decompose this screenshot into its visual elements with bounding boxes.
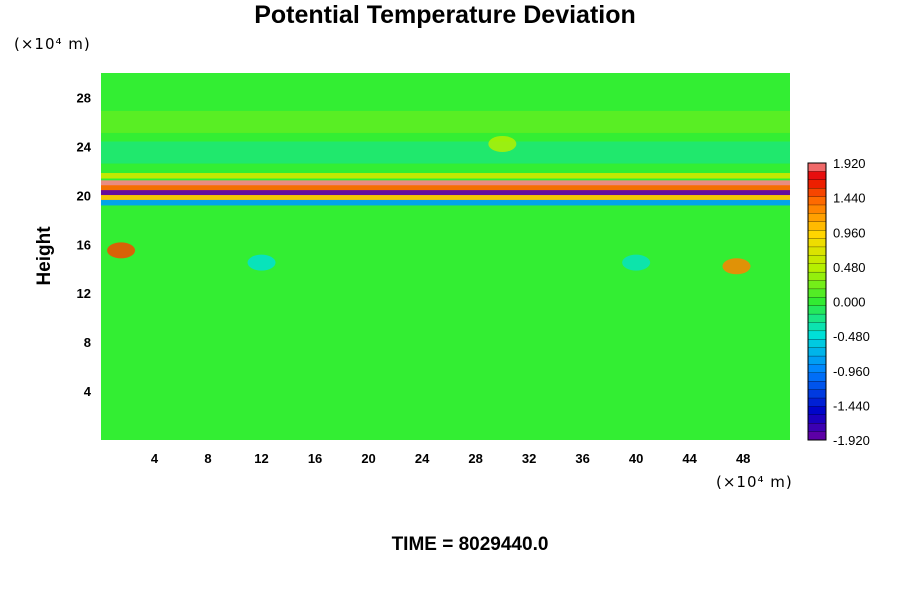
y-tick-label: 8 — [84, 335, 91, 350]
y-tick-label: 4 — [84, 384, 92, 399]
x-tick-label: 32 — [522, 451, 536, 466]
x-tick-label: 4 — [151, 451, 159, 466]
y-tick-label: 24 — [77, 139, 92, 154]
colorbar-cell — [807, 389, 827, 399]
x-tick-label: 24 — [415, 451, 430, 466]
colorbar-frame — [807, 162, 827, 441]
feature-blob — [622, 254, 651, 271]
y-axis-unit: (×10⁴ m) — [14, 35, 91, 53]
layer-band — [101, 190, 790, 196]
colorbar-label: -1.440 — [833, 398, 870, 413]
colorbar-cell — [807, 230, 827, 239]
colorbar-label: 1.440 — [833, 191, 866, 206]
chart-title: Potential Temperature Deviation — [254, 1, 636, 29]
colorbar-cell — [807, 162, 827, 172]
x-axis-unit: (×10⁴ m) — [716, 473, 793, 491]
layer-band — [101, 199, 790, 206]
colorbar-label: 1.920 — [833, 156, 866, 171]
x-tick-label: 28 — [468, 451, 482, 466]
y-tick-label: 16 — [77, 237, 91, 252]
colorbar-label: 0.480 — [833, 260, 866, 275]
colorbar-cell — [807, 196, 827, 206]
colorbar-cell — [807, 221, 827, 231]
x-tick-label: 12 — [254, 451, 268, 466]
colorbar-cell — [807, 171, 827, 181]
colorbar-cell — [807, 288, 827, 298]
x-tick-label: 40 — [629, 451, 643, 466]
colorbar-label: -0.960 — [833, 364, 870, 379]
layer-band — [101, 180, 790, 186]
layer-band — [101, 173, 790, 179]
colorbar-label: 0.000 — [833, 295, 866, 310]
colorbar-cell — [807, 364, 827, 374]
feature-blob — [107, 242, 136, 259]
plot-background — [101, 73, 790, 440]
colorbar-cell — [807, 255, 827, 265]
feature-blob — [247, 254, 276, 271]
plot-area — [101, 73, 790, 440]
time-label: TIME = 8029440.0 — [392, 534, 549, 555]
colorbar-cell — [807, 297, 827, 307]
layer-band — [101, 141, 790, 164]
colorbar-cell — [807, 431, 827, 441]
x-tick-label: 44 — [682, 451, 697, 466]
x-tick-label: 36 — [575, 451, 589, 466]
colorbar-cell — [807, 414, 827, 424]
colorbar-cell — [807, 179, 827, 189]
colorbar-cell — [807, 339, 827, 349]
colorbar-cell — [807, 238, 827, 248]
x-axis-ticks: 4 8 12 16 20 24 28 32 36 40 44 48 — [151, 451, 751, 466]
colorbar-cell — [807, 271, 827, 281]
x-tick-label: 8 — [204, 451, 211, 466]
layer-band — [101, 185, 790, 191]
layer-band — [101, 110, 790, 133]
y-tick-label: 12 — [77, 286, 91, 301]
colorbar: 1.920 1.440 0.960 0.480 0.000 -0.480 -0.960 -1.… — [807, 156, 870, 448]
colorbar-cell — [807, 381, 827, 391]
y-axis-ticks: 4 8 12 16 20 24 28 — [77, 90, 92, 399]
colorbar-cell — [807, 188, 827, 198]
colorbar-cell — [807, 280, 827, 290]
colorbar-cell — [807, 322, 827, 332]
colorbar-cell — [807, 406, 827, 416]
colorbar-label: -0.480 — [833, 329, 870, 344]
colorbar-cell — [807, 313, 827, 323]
colorbar-cell — [807, 397, 827, 407]
x-tick-label: 20 — [361, 451, 375, 466]
x-tick-label: 48 — [736, 451, 750, 466]
colorbar-cell — [807, 347, 827, 357]
y-axis-label: Height — [34, 226, 55, 286]
y-tick-label: 28 — [77, 90, 91, 105]
layer-band — [101, 195, 790, 201]
feature-blob — [722, 258, 751, 275]
y-tick-label: 20 — [77, 188, 91, 203]
colorbar-cell — [807, 330, 827, 340]
colorbar-cell — [807, 246, 827, 256]
colorbar-cell — [807, 423, 827, 433]
colorbar-label: -1.920 — [833, 433, 870, 448]
x-tick-label: 16 — [308, 451, 322, 466]
colorbar-cell — [807, 372, 827, 382]
feature-blob — [488, 135, 517, 152]
colorbar-label: 0.960 — [833, 225, 866, 240]
colorbar-cell — [807, 263, 827, 273]
colorbar-cell — [807, 204, 827, 214]
colorbar-cell — [807, 355, 827, 365]
colorbar-cell — [807, 305, 827, 315]
colorbar-cell — [807, 213, 827, 223]
